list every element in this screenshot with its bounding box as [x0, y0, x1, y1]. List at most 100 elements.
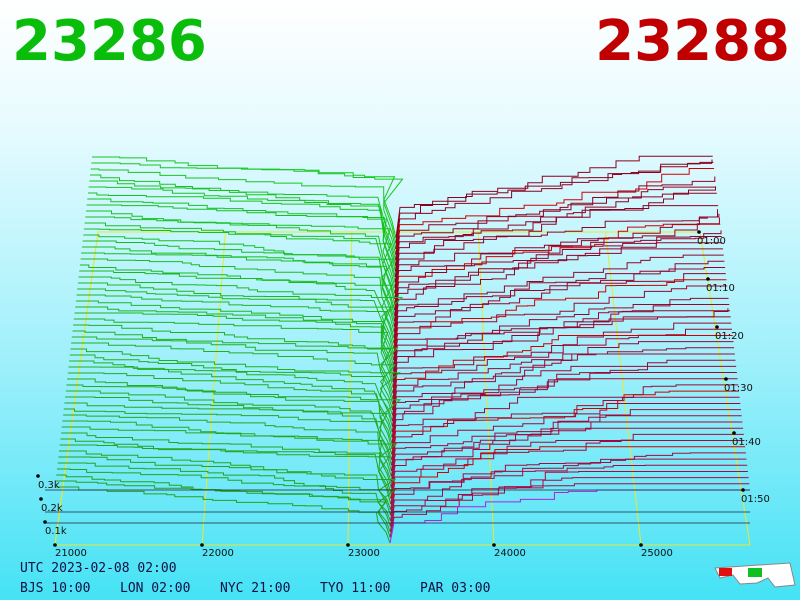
ask-depth-line	[394, 217, 720, 300]
ask-depth-line	[390, 433, 744, 494]
bid-depth-line	[76, 294, 394, 366]
bid-depth-line	[86, 204, 396, 283]
bid-depth-line	[88, 186, 396, 266]
ask-depth-line	[390, 452, 746, 510]
price-label: 24000	[494, 548, 526, 559]
ask-depth-line	[395, 161, 714, 250]
glasses-icon	[714, 562, 796, 588]
ask-depth-line	[393, 254, 724, 333]
ask-price: 23288	[595, 9, 790, 74]
price-marker	[200, 543, 204, 547]
bid-depth-line	[59, 450, 397, 510]
ask-depth-line	[394, 186, 716, 266]
time-marker	[715, 325, 719, 329]
bid-depth-line	[72, 330, 394, 399]
bid-depth-line	[68, 366, 393, 433]
ask-depth-line	[391, 384, 739, 449]
ask-depth-line	[393, 285, 728, 361]
utc-time: UTC 2023-02-08 02:00	[20, 561, 177, 576]
bid-depth-line	[73, 324, 399, 394]
ask-depth-line	[391, 359, 736, 427]
bid-depth-line	[73, 318, 394, 388]
bid-depth-line	[78, 276, 404, 350]
bid-depth-line	[84, 222, 396, 300]
time-label: 01:10	[706, 283, 735, 294]
floor-grid-line	[201, 231, 226, 546]
bid-depth-line	[71, 342, 397, 411]
ask-depth-line	[395, 155, 713, 244]
ask-depth-line	[390, 440, 745, 499]
time-marker	[697, 230, 701, 234]
time-marker	[732, 431, 736, 435]
bid-depth-line	[82, 240, 395, 316]
ask-depth-line	[390, 458, 747, 516]
ask-depth-line	[394, 213, 720, 294]
bid-depth-line	[79, 270, 395, 344]
bid-depth-line	[89, 180, 397, 261]
bid-depth-line	[64, 402, 393, 466]
bid-depth-line	[62, 420, 398, 483]
bid-depth-line	[81, 246, 395, 322]
ask-depth-line	[389, 489, 750, 544]
bid-depth-line	[67, 372, 393, 438]
bid-depth-line	[77, 288, 395, 361]
ask-depth-line	[391, 372, 737, 438]
city-clock: TYO 11:00	[320, 581, 390, 596]
price-marker	[346, 543, 350, 547]
ask-depth-line	[392, 322, 732, 394]
bid-depth-line	[61, 426, 392, 488]
depth-label: 0.3k	[38, 480, 60, 491]
price-marker	[53, 543, 57, 547]
bid-depth-line	[90, 174, 397, 255]
ask-depth-line	[392, 347, 735, 416]
bid-depth-line	[65, 396, 393, 460]
bid-price: 23286	[12, 9, 207, 74]
bid-depth-line	[59, 444, 392, 505]
time-label: 01:00	[697, 236, 726, 247]
ask-depth-line	[389, 464, 748, 521]
city-clock: NYC 21:00	[220, 581, 290, 596]
ask-depth-line	[390, 427, 744, 488]
bid-depth-line	[92, 156, 397, 239]
ask-depth-line	[394, 230, 722, 311]
ask-depth-line	[390, 446, 746, 505]
bid-depth-line	[70, 348, 401, 416]
bid-depth-line	[55, 486, 391, 544]
depth-label: 0.1k	[45, 526, 67, 537]
ask-depth-line	[394, 186, 717, 272]
city-clock: LON 02:00	[120, 581, 190, 596]
bid-depth-line	[88, 192, 396, 272]
bid-depth-line	[57, 468, 397, 527]
bid-depth-line	[75, 300, 394, 372]
ask-depth-line	[391, 365, 737, 433]
bid-depth-line	[66, 384, 402, 449]
price-marker	[639, 543, 643, 547]
bid-depth-line	[83, 228, 396, 305]
bid-depth-line	[90, 168, 397, 250]
ask-depth-line	[391, 390, 739, 455]
ask-depth-line	[395, 168, 715, 255]
bid-depth-line	[83, 234, 396, 311]
bid-depth-line	[58, 456, 392, 516]
ask-depth-line	[394, 223, 721, 305]
bid-depth-line	[61, 432, 392, 494]
bid-depth-line	[69, 354, 393, 422]
depth-marker	[36, 474, 40, 478]
bid-depth-line	[91, 162, 404, 244]
floor-outline	[54, 231, 751, 546]
time-marker	[724, 377, 728, 381]
bid-depth-line	[80, 258, 395, 333]
price-label: 23000	[348, 548, 380, 559]
bid-depth-line	[60, 438, 392, 499]
bid-depth-line	[55, 480, 391, 538]
city-clock: BJS 10:00	[20, 581, 90, 596]
bid-depth-line	[71, 336, 394, 405]
bid-depth-line	[81, 252, 395, 327]
ask-depth-line	[393, 236, 722, 316]
bid-depth-line	[74, 312, 394, 383]
floor-grid-line	[605, 231, 642, 546]
ask-depth-line	[393, 273, 726, 349]
ask-depth-line	[389, 471, 748, 527]
bid-depth-line	[63, 414, 392, 477]
bid-depth-line	[85, 216, 396, 294]
